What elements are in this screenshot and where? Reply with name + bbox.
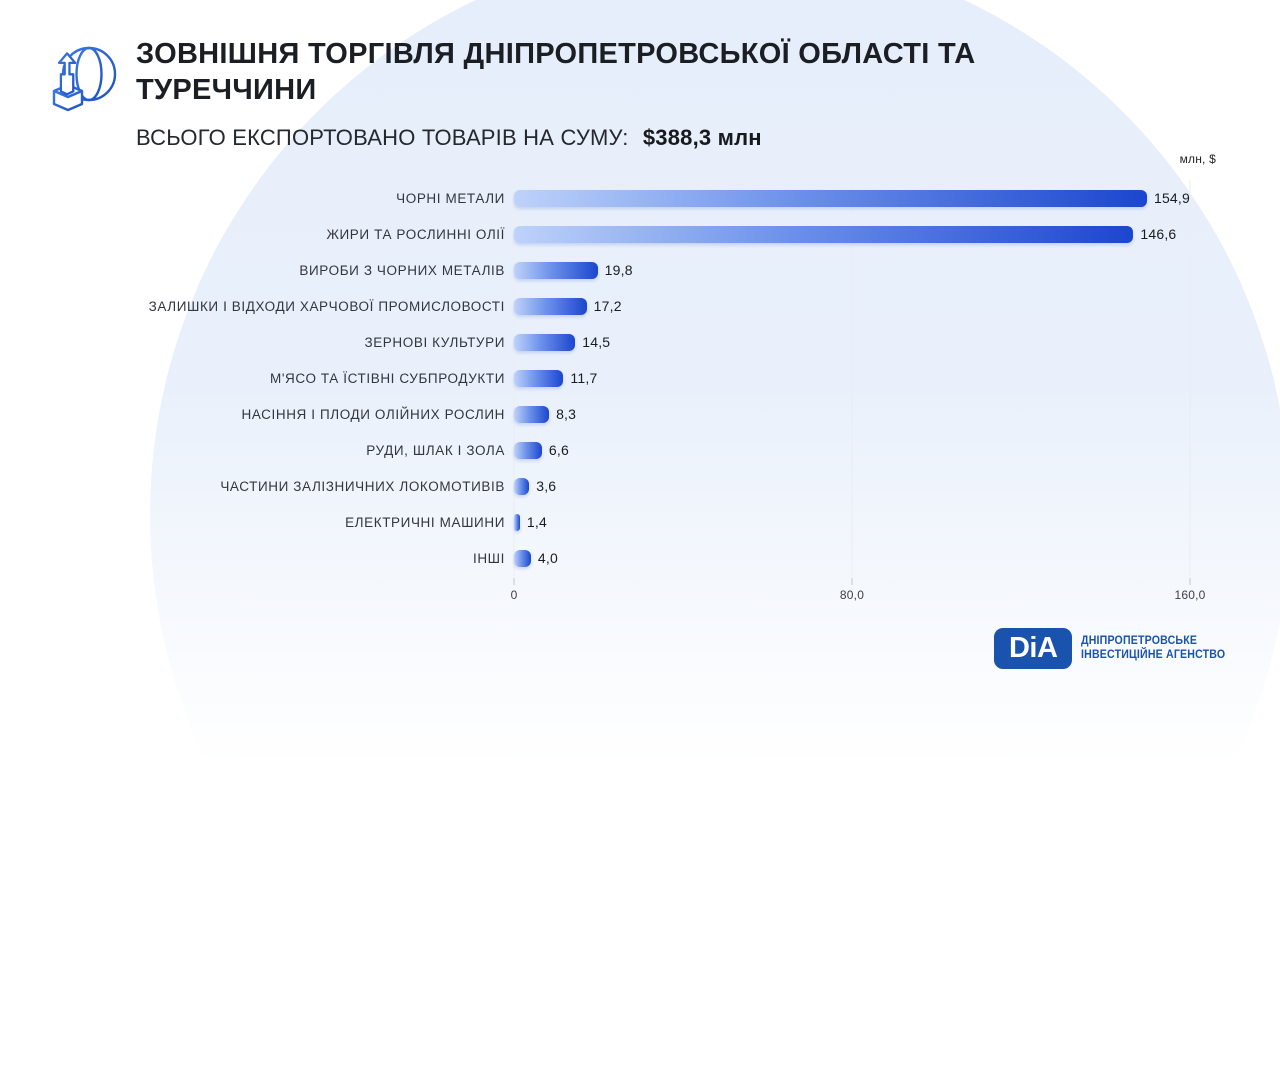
bar-row: ІНШІ 4,0 xyxy=(0,540,1280,576)
export-total-line: ВСЬОГО ЕКСПОРТОВАНО ТОВАРІВ НА СУМУ: $38… xyxy=(136,125,1126,151)
category-label: ЧАСТИНИ ЗАЛІЗНИЧНИХ ЛОКОМОТИВІВ xyxy=(220,478,505,494)
bar-row: М'ЯСО ТА ЇСТІВНІ СУБПРОДУКТИ 11,7 xyxy=(0,360,1280,396)
bar-row: ЗЕРНОВІ КУЛЬТУРИ 14,5 xyxy=(0,324,1280,360)
tick-label: 0 xyxy=(510,588,518,602)
bar xyxy=(514,333,576,351)
category-label: ЕЛЕКТРИЧНІ МАШИНИ xyxy=(345,514,505,530)
category-label: ЖИРИ ТА РОСЛИННІ ОЛІЇ xyxy=(326,226,505,242)
bar-row: ЧАСТИНИ ЗАЛІЗНИЧНИХ ЛОКОМОТИВІВ 3,6 xyxy=(0,468,1280,504)
page-title: ЗОВНІШНЯ ТОРГІВЛЯ ДНІПРОПЕТРОВСЬКОЇ ОБЛА… xyxy=(136,38,976,106)
category-label: ВИРОБИ З ЧОРНИХ МЕТАЛІВ xyxy=(299,262,505,278)
bar-area: 4,0 xyxy=(514,549,1190,567)
bar-value-label: 1,4 xyxy=(526,514,547,530)
category-label: НАСІННЯ І ПЛОДИ ОЛІЙНИХ РОСЛИН xyxy=(241,406,505,422)
bar-row: ЕЛЕКТРИЧНІ МАШИНИ 1,4 xyxy=(0,504,1280,540)
bar-row: ЖИРИ ТА РОСЛИННІ ОЛІЇ 146,6 xyxy=(0,216,1280,252)
category-label: ЗЕРНОВІ КУЛЬТУРИ xyxy=(364,334,505,350)
bar-area: 17,2 xyxy=(514,297,1190,315)
bar-area: 6,6 xyxy=(514,441,1190,459)
bar xyxy=(514,225,1134,243)
bar xyxy=(514,441,542,459)
agency-name-line1: ДНІПРОПЕТРОВСЬКЕ xyxy=(1081,635,1198,647)
category-label: М'ЯСО ТА ЇСТІВНІ СУБПРОДУКТИ xyxy=(270,370,505,386)
tick-label: 80,0 xyxy=(839,588,865,602)
bar-area: 8,3 xyxy=(514,405,1190,423)
bar-row: ЗАЛИШКИ І ВІДХОДИ ХАРЧОВОЇ ПРОМИСЛОВОСТІ… xyxy=(0,288,1280,324)
bar-row: ЧОРНІ МЕТАЛИ 154,9 xyxy=(0,180,1280,216)
bar xyxy=(514,477,530,495)
bar-rows: ЧОРНІ МЕТАЛИ 154,9 ЖИРИ ТА РОСЛИННІ ОЛІЇ… xyxy=(0,180,1280,576)
category-label: ІНШІ xyxy=(472,550,505,566)
category-label: ЧОРНІ МЕТАЛИ xyxy=(396,190,505,206)
bar xyxy=(514,405,550,423)
bar-value-label: 19,8 xyxy=(604,262,633,278)
bar-value-label: 4,0 xyxy=(537,550,558,566)
bar-area: 11,7 xyxy=(514,369,1190,387)
bar-value-label: 14,5 xyxy=(582,334,611,350)
x-axis: 0 80,0 160,0 xyxy=(510,576,1205,606)
bar-value-label: 17,2 xyxy=(593,298,622,314)
tick-label: 160,0 xyxy=(1174,588,1206,602)
bar xyxy=(514,297,587,315)
agency-name: ДНІПРОПЕТРОВСЬКЕ ІНВЕСТИЦІЙНЕ АГЕНСТВО xyxy=(1081,635,1225,662)
bar xyxy=(514,513,520,531)
agency-name-line2: ІНВЕСТИЦІЙНЕ АГЕНСТВО xyxy=(1081,648,1226,661)
tick-mark xyxy=(851,578,853,585)
bar-value-label: 154,9 xyxy=(1153,190,1190,206)
bar-value-label: 6,6 xyxy=(548,442,569,458)
bar-area: 146,6 xyxy=(514,225,1190,243)
bar xyxy=(514,549,531,567)
bar-value-label: 3,6 xyxy=(536,478,557,494)
category-label: ЗАЛИШКИ І ВІДХОДИ ХАРЧОВОЇ ПРОМИСЛОВОСТІ xyxy=(148,298,505,314)
bar-value-label: 11,7 xyxy=(570,370,598,386)
bar xyxy=(514,189,1147,207)
bar-area: 3,6 xyxy=(514,477,1190,495)
bar xyxy=(514,261,598,279)
export-total-value: $388,3 млн xyxy=(642,125,762,150)
category-label: РУДИ, ШЛАК І ЗОЛА xyxy=(366,442,505,458)
globe-export-icon xyxy=(42,36,124,118)
dia-logo: DiA xyxy=(994,628,1073,669)
agency-brand: DiA ДНІПРОПЕТРОВСЬКЕ ІНВЕСТИЦІЙНЕ АГЕНСТ… xyxy=(994,628,1238,669)
bar-value-label: 8,3 xyxy=(556,406,577,422)
bar-area: 1,4 xyxy=(514,513,1190,531)
bar-row: РУДИ, ШЛАК І ЗОЛА 6,6 xyxy=(0,432,1280,468)
export-total-label: ВСЬОГО ЕКСПОРТОВАНО ТОВАРІВ НА СУМУ: xyxy=(136,125,629,150)
tick-mark xyxy=(1189,578,1191,585)
bar-value-label: 146,6 xyxy=(1140,226,1177,242)
bar-chart: ЧОРНІ МЕТАЛИ 154,9 ЖИРИ ТА РОСЛИННІ ОЛІЇ… xyxy=(0,180,1280,602)
tick-mark xyxy=(513,578,515,585)
bar-row: НАСІННЯ І ПЛОДИ ОЛІЙНИХ РОСЛИН 8,3 xyxy=(0,396,1280,432)
bar-area: 19,8 xyxy=(514,261,1190,279)
axis-unit-label: млн, $ xyxy=(1179,152,1216,166)
bar-area: 154,9 xyxy=(514,189,1190,207)
header: ЗОВНІШНЯ ТОРГІВЛЯ ДНІПРОПЕТРОВСЬКОЇ ОБЛА… xyxy=(42,36,1126,151)
bar xyxy=(514,369,564,387)
bar-row: ВИРОБИ З ЧОРНИХ МЕТАЛІВ 19,8 xyxy=(0,252,1280,288)
bar-area: 14,5 xyxy=(514,333,1190,351)
